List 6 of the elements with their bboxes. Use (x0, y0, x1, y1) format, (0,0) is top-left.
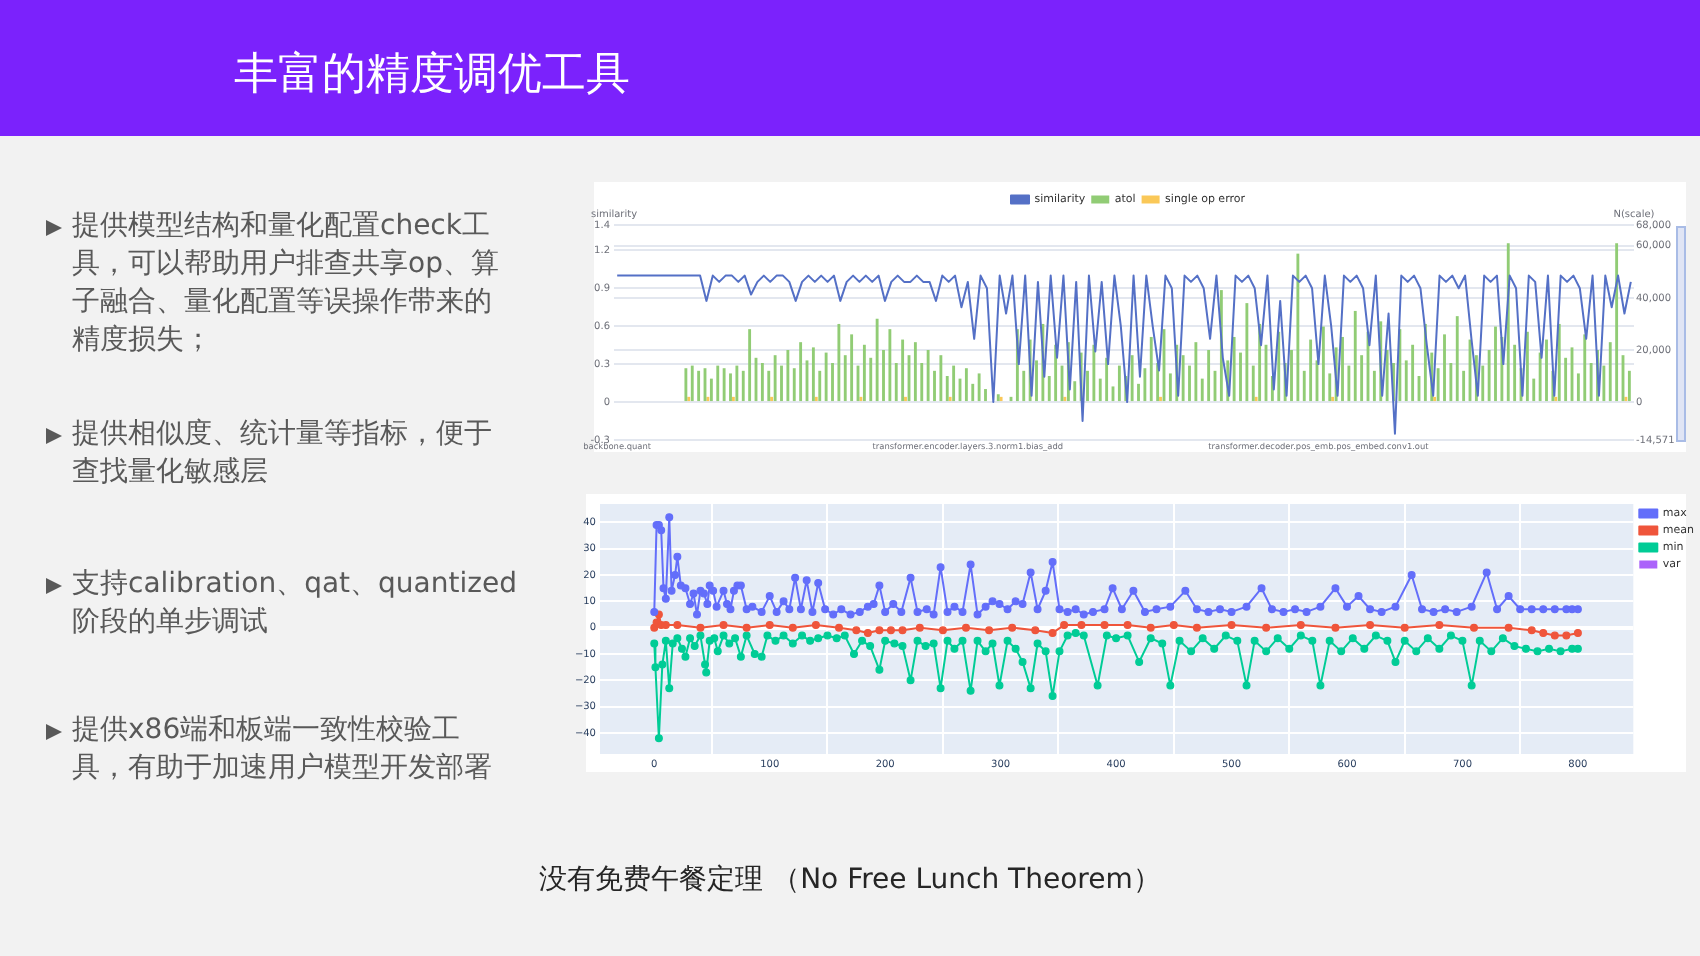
text: 提供相似度、统计量等指标，便于查找量化敏感层 (72, 416, 494, 492)
text: 提供模型结构和量化配置check工具，可以帮助用户排查共享op、算子融合、量化配置等误操作带来的精度损失； (72, 208, 501, 360)
text: 没有免费午餐定理 （No Free Lunch Theorem） (539, 864, 1161, 896)
text: 支持calibration、qat、quantized阶段的单步调试 (72, 566, 519, 642)
text: 提供x86端和板端一致性校验工具，有助于加速用户模型开发部署 (72, 712, 494, 788)
text: 丰富的精度调优工具 (234, 48, 630, 104)
